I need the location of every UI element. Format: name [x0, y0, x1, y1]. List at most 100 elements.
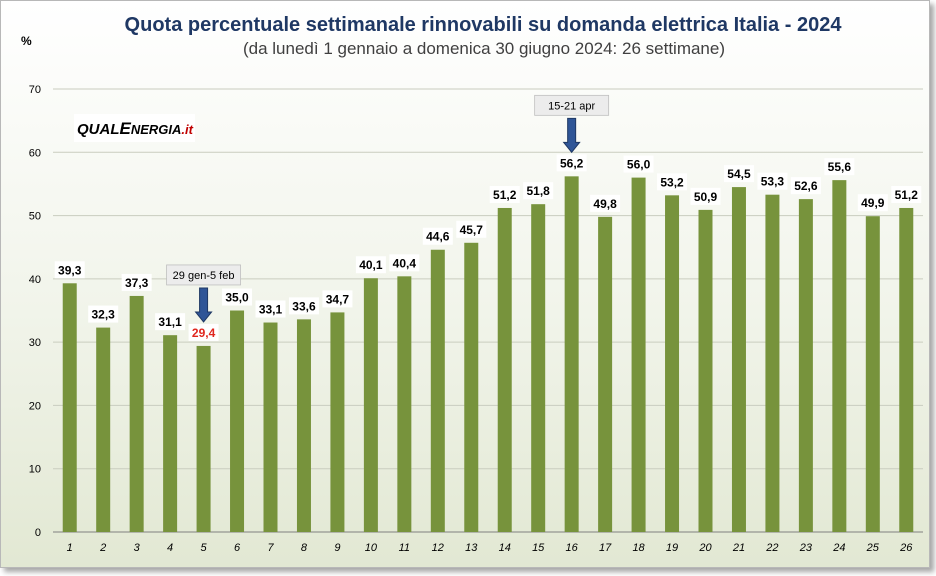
svg-text:56,0: 56,0 — [627, 158, 651, 172]
arrow-down-icon — [194, 287, 213, 323]
bar — [96, 327, 111, 532]
bar — [631, 177, 646, 532]
chart-title: Quota percentuale settimanale rinnovabil… — [125, 14, 843, 36]
data-label: 55,6 — [824, 158, 855, 176]
data-label: 33,6 — [288, 297, 319, 315]
svg-text:54,5: 54,5 — [727, 167, 751, 181]
data-label: 51,2 — [891, 185, 922, 203]
bar — [163, 335, 178, 532]
x-tick-label: 5 — [201, 542, 208, 554]
svg-text:15-21 apr: 15-21 apr — [548, 100, 595, 112]
svg-text:51,2: 51,2 — [895, 188, 919, 202]
annotation: 29 gen-5 feb — [166, 264, 241, 323]
data-label: 34,7 — [322, 290, 353, 308]
data-label: 52,6 — [790, 177, 821, 195]
data-label: 35,0 — [222, 288, 253, 306]
x-tick-label: 15 — [532, 542, 545, 554]
svg-text:32,3: 32,3 — [92, 308, 116, 322]
data-label: 32,3 — [88, 305, 119, 323]
x-tick-label: 18 — [632, 542, 645, 554]
svg-text:51,8: 51,8 — [527, 184, 551, 198]
bar — [497, 207, 512, 532]
svg-text:33,1: 33,1 — [259, 303, 283, 317]
bar — [62, 283, 77, 532]
svg-text:39,3: 39,3 — [58, 263, 82, 277]
x-tick-label: 25 — [866, 542, 880, 554]
svg-text:40,1: 40,1 — [359, 258, 383, 272]
y-tick-label: 60 — [29, 147, 41, 159]
x-tick-label: 7 — [267, 542, 274, 554]
svg-text:33,6: 33,6 — [292, 299, 316, 313]
x-tick-label: 21 — [732, 542, 745, 554]
data-label: 56,2 — [556, 154, 587, 172]
bar — [765, 194, 780, 533]
x-tick-label: 26 — [899, 542, 913, 554]
data-label: 39,3 — [54, 261, 85, 279]
data-label: 50,9 — [690, 187, 721, 205]
svg-text:53,2: 53,2 — [660, 175, 684, 189]
bar — [865, 216, 880, 532]
y-axis-unit: % — [21, 34, 32, 48]
data-label: 37,3 — [121, 273, 152, 291]
bar — [330, 312, 345, 532]
bar — [464, 242, 479, 532]
x-tick-label: 3 — [134, 542, 141, 554]
x-tick-label: 13 — [465, 542, 478, 554]
svg-text:34,7: 34,7 — [326, 292, 350, 306]
bar — [564, 176, 579, 532]
svg-text:49,8: 49,8 — [593, 197, 617, 211]
x-tick-label: 11 — [399, 542, 410, 554]
data-label: 51,8 — [523, 182, 554, 200]
svg-text:29,4: 29,4 — [192, 326, 216, 340]
bar — [899, 207, 914, 532]
svg-text:29 gen-5 feb: 29 gen-5 feb — [173, 270, 235, 282]
bar — [598, 216, 613, 532]
x-tick-label: 22 — [765, 542, 778, 554]
x-tick-label: 19 — [666, 542, 678, 554]
svg-text:45,7: 45,7 — [460, 223, 484, 237]
data-label: 40,4 — [389, 254, 420, 272]
svg-text:37,3: 37,3 — [125, 276, 149, 290]
svg-text:55,6: 55,6 — [828, 160, 852, 174]
data-label: 49,9 — [857, 194, 888, 212]
y-tick-label: 30 — [29, 337, 41, 349]
bar — [665, 195, 680, 532]
data-label: 53,3 — [757, 172, 788, 190]
x-tick-label: 6 — [234, 542, 241, 554]
bar — [430, 249, 445, 532]
x-tick-label: 17 — [599, 542, 612, 554]
bar — [230, 310, 245, 532]
annotation: 15-21 apr — [534, 94, 610, 154]
data-label: 44,6 — [422, 227, 453, 245]
svg-text:35,0: 35,0 — [225, 291, 249, 305]
x-tick-label: 1 — [67, 542, 73, 554]
gridlines — [53, 88, 923, 533]
x-tick-label: 12 — [432, 542, 444, 554]
x-tick-label: 16 — [566, 542, 579, 554]
bar — [296, 319, 311, 532]
arrow-down-icon — [562, 117, 581, 154]
data-label: 56,0 — [623, 155, 654, 173]
bar — [698, 209, 713, 532]
x-tick-label: 23 — [799, 542, 813, 554]
data-labels: 39,3 32,3 37,3 31,1 29,4 35,0 33,1 33,6 34,7 40,1… — [54, 154, 922, 341]
bar — [731, 187, 746, 533]
data-label: 49,8 — [590, 194, 621, 212]
data-label: 33,1 — [255, 300, 286, 318]
bar — [363, 278, 378, 532]
bar — [129, 295, 144, 532]
y-tick-label: 0 — [35, 527, 41, 539]
svg-text:44,6: 44,6 — [426, 230, 450, 244]
svg-text:50,9: 50,9 — [694, 190, 718, 204]
y-tick-label: 70 — [29, 84, 41, 96]
y-tick-labels: 0 10 20 30 40 50 60 70 — [29, 84, 41, 539]
chart-frame: Quota percentuale settimanale rinnovabil… — [0, 0, 930, 568]
qualenergia-logo: QUALENERGIA.it — [74, 114, 195, 142]
x-tick-labels: 1 2 3 4 5 6 7 8 9 10 11 12 13 14 15 16 17 18 19 20 21 22 23 24 2… — [67, 542, 914, 554]
x-tick-label: 14 — [499, 542, 511, 554]
x-tick-label: 2 — [99, 542, 106, 554]
data-label: 29,4 — [188, 323, 219, 341]
x-tick-label: 10 — [365, 542, 378, 554]
data-label: 31,1 — [155, 313, 186, 331]
svg-text:53,3: 53,3 — [761, 175, 785, 189]
